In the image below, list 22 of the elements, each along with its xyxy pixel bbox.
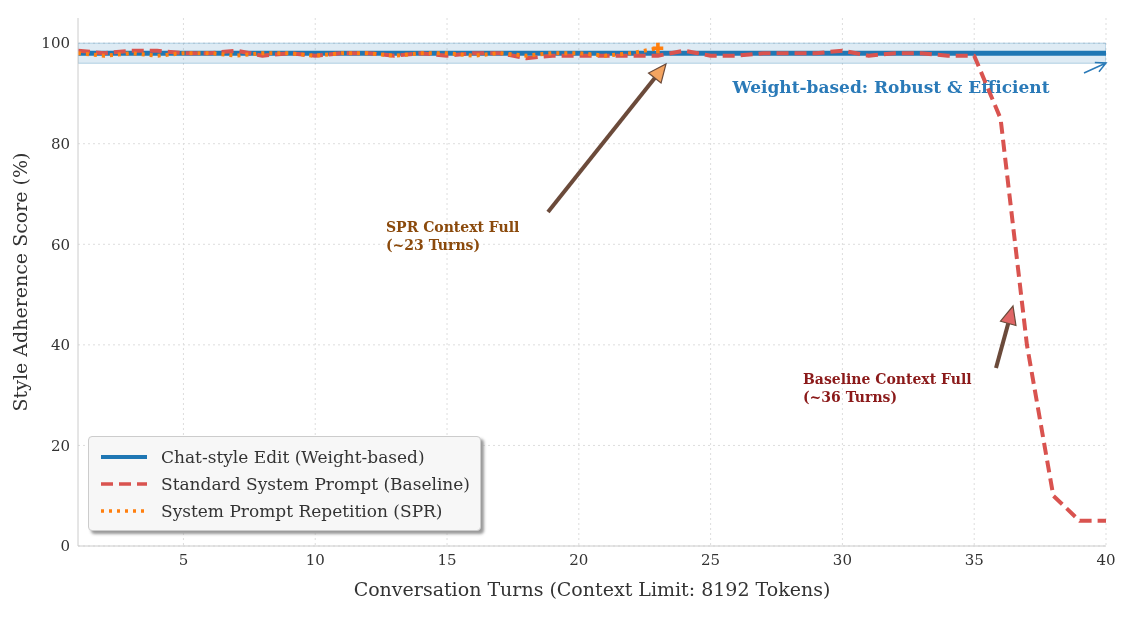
y-tick-label: 40 (50, 336, 70, 355)
x-tick-label: 15 (437, 550, 457, 569)
x-tick-label: 40 (1096, 550, 1116, 569)
y-tick-label: 80 (50, 135, 70, 154)
annotation: Baseline Context Full (~36 Turns) (803, 371, 972, 406)
y-axis-title: Style Adherence Score (%) (8, 152, 31, 412)
x-tick-label: 30 (832, 550, 852, 569)
y-tick-label: 100 (41, 34, 70, 53)
x-tick-label: 20 (569, 550, 589, 569)
y-tick-label: 20 (50, 436, 70, 455)
annotation: SPR Context Full (~23 Turns) (386, 219, 520, 254)
x-tick-label: 10 (305, 550, 325, 569)
annotation: Weight-based: Robust & Efficient (731, 77, 1050, 97)
legend-label: Chat-style Edit (Weight-based) (161, 446, 425, 467)
x-axis-title: Conversation Turns (Context Limit: 8192 Tokens) (353, 578, 831, 600)
legend-label: System Prompt Repetition (SPR) (161, 500, 443, 521)
y-tick-label: 60 (50, 235, 70, 254)
y-tick-label: 0 (60, 537, 70, 556)
x-tick-label: 35 (964, 550, 984, 569)
x-tick-label: 5 (178, 550, 189, 569)
x-tick-label: 25 (701, 550, 721, 569)
legend-label: Standard System Prompt (Baseline) (161, 473, 470, 494)
